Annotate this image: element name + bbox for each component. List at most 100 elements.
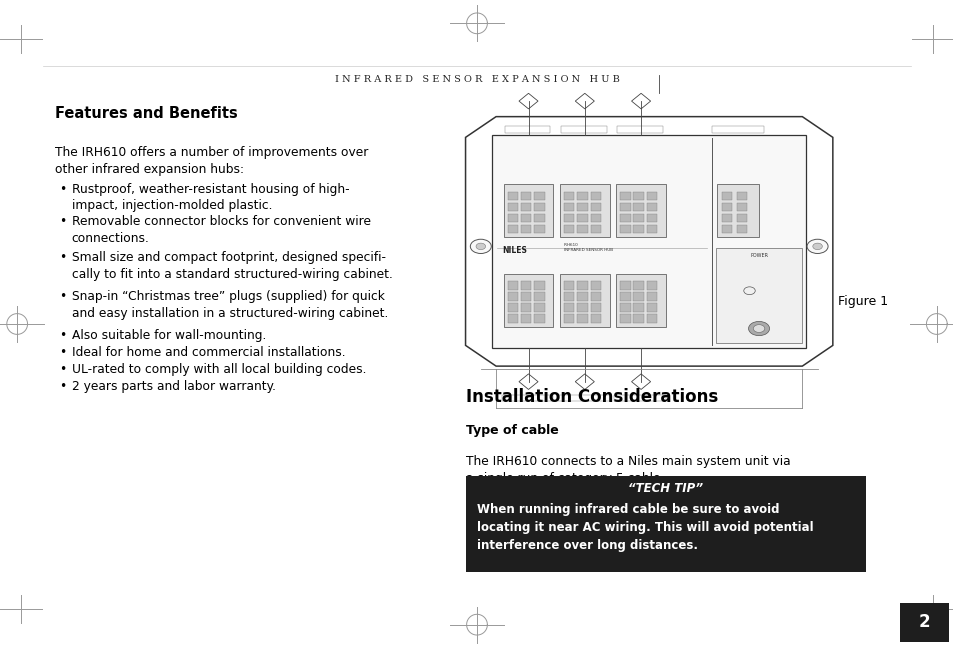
Bar bbox=[534, 292, 544, 301]
Bar bbox=[646, 314, 657, 323]
Bar bbox=[563, 214, 574, 222]
Bar bbox=[563, 203, 574, 211]
Bar bbox=[590, 314, 600, 323]
Bar bbox=[619, 314, 630, 323]
Bar bbox=[507, 225, 517, 233]
Bar bbox=[646, 225, 657, 233]
Bar bbox=[619, 225, 630, 233]
Bar bbox=[619, 214, 630, 222]
Text: •: • bbox=[59, 380, 67, 393]
Bar bbox=[577, 203, 587, 211]
Bar bbox=[646, 203, 657, 211]
Text: •: • bbox=[59, 290, 67, 303]
Bar bbox=[899, 603, 948, 642]
Bar bbox=[503, 273, 553, 327]
Bar bbox=[507, 303, 517, 312]
Bar bbox=[614, 395, 665, 401]
Bar bbox=[534, 214, 544, 222]
Text: POWER: POWER bbox=[749, 253, 767, 259]
Text: 2 years parts and labor warranty.: 2 years parts and labor warranty. bbox=[71, 380, 275, 393]
Circle shape bbox=[476, 243, 485, 249]
Bar bbox=[617, 126, 662, 133]
Bar bbox=[590, 214, 600, 222]
Bar bbox=[590, 281, 600, 290]
Bar bbox=[633, 314, 643, 323]
Bar bbox=[590, 203, 600, 211]
Text: Features and Benefits: Features and Benefits bbox=[55, 106, 238, 121]
Text: Removable connector blocks for convenient wire
connections.: Removable connector blocks for convenien… bbox=[71, 215, 370, 245]
Bar bbox=[577, 303, 587, 312]
Text: •: • bbox=[59, 346, 67, 359]
Bar bbox=[507, 214, 517, 222]
Bar bbox=[646, 281, 657, 290]
Text: Type of cable: Type of cable bbox=[465, 424, 558, 437]
Bar bbox=[736, 192, 746, 200]
Bar bbox=[563, 292, 574, 301]
Bar bbox=[520, 192, 531, 200]
Text: •: • bbox=[59, 183, 67, 196]
Text: Installation Considerations: Installation Considerations bbox=[465, 388, 717, 406]
Bar bbox=[577, 292, 587, 301]
Text: “TECH TIP”: “TECH TIP” bbox=[628, 482, 702, 495]
Bar bbox=[646, 292, 657, 301]
Circle shape bbox=[753, 325, 764, 332]
Bar bbox=[563, 225, 574, 233]
Bar bbox=[492, 135, 805, 348]
Bar bbox=[646, 303, 657, 312]
Bar bbox=[577, 214, 587, 222]
Bar bbox=[720, 192, 731, 200]
Bar bbox=[616, 273, 665, 327]
Bar bbox=[507, 203, 517, 211]
Bar bbox=[633, 303, 643, 312]
Bar bbox=[563, 303, 574, 312]
Bar bbox=[646, 192, 657, 200]
Bar bbox=[534, 281, 544, 290]
Bar bbox=[507, 314, 517, 323]
Bar bbox=[736, 203, 746, 211]
Bar bbox=[715, 248, 801, 343]
Bar bbox=[619, 203, 630, 211]
Bar bbox=[633, 225, 643, 233]
Text: Snap-in “Christmas tree” plugs (supplied) for quick
and easy installation in a s: Snap-in “Christmas tree” plugs (supplied… bbox=[71, 290, 388, 320]
Text: IRH610
INFRARED SENSOR HUB: IRH610 INFRARED SENSOR HUB bbox=[563, 244, 612, 252]
Bar bbox=[720, 203, 731, 211]
Text: •: • bbox=[59, 329, 67, 342]
Text: Figure 1: Figure 1 bbox=[837, 295, 887, 308]
Text: The IRH610 offers a number of improvements over
other infrared expansion hubs:: The IRH610 offers a number of improvemen… bbox=[55, 146, 368, 176]
Bar bbox=[616, 184, 665, 237]
Text: When running infrared cable be sure to avoid
locating it near AC wiring. This wi: When running infrared cable be sure to a… bbox=[476, 503, 813, 552]
Bar bbox=[520, 203, 531, 211]
Bar bbox=[559, 184, 609, 237]
Bar bbox=[507, 292, 517, 301]
Text: NILES: NILES bbox=[501, 246, 526, 255]
Bar bbox=[534, 203, 544, 211]
Bar bbox=[736, 225, 746, 233]
Bar bbox=[619, 292, 630, 301]
Circle shape bbox=[806, 239, 827, 253]
Bar bbox=[560, 126, 606, 133]
Bar bbox=[720, 214, 731, 222]
Text: UL-rated to comply with all local building codes.: UL-rated to comply with all local buildi… bbox=[71, 363, 366, 376]
Bar bbox=[590, 292, 600, 301]
Bar bbox=[520, 314, 531, 323]
Bar bbox=[558, 395, 609, 401]
Bar bbox=[633, 214, 643, 222]
Bar bbox=[736, 214, 746, 222]
Text: Also suitable for wall-mounting.: Also suitable for wall-mounting. bbox=[71, 329, 266, 342]
Bar bbox=[633, 192, 643, 200]
Bar bbox=[619, 281, 630, 290]
Bar bbox=[646, 214, 657, 222]
Text: Ideal for home and commercial installations.: Ideal for home and commercial installati… bbox=[71, 346, 345, 359]
Text: The IRH610 connects to a Niles main system unit via
a single run of category 5 c: The IRH610 connects to a Niles main syst… bbox=[465, 455, 789, 485]
Bar bbox=[563, 281, 574, 290]
Bar bbox=[507, 281, 517, 290]
Bar bbox=[619, 192, 630, 200]
Bar bbox=[503, 184, 553, 237]
Bar bbox=[520, 303, 531, 312]
Text: •: • bbox=[59, 215, 67, 228]
Bar bbox=[577, 314, 587, 323]
Bar bbox=[534, 314, 544, 323]
Text: Small size and compact footprint, designed specifi-
cally to fit into a standard: Small size and compact footprint, design… bbox=[71, 251, 392, 281]
Bar bbox=[590, 192, 600, 200]
Bar bbox=[559, 273, 609, 327]
